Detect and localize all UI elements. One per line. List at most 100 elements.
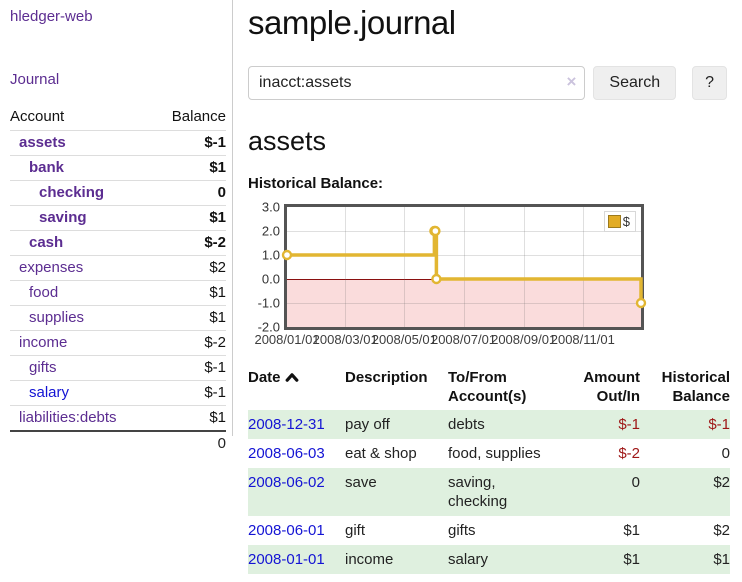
account-row: salary $-1	[10, 380, 226, 406]
account-balance: $1	[153, 405, 226, 432]
gridline	[287, 303, 641, 304]
chart-plot-area: $	[281, 204, 647, 330]
account-link[interactable]: saving	[39, 209, 87, 226]
register-table: Date Description To/From Account(s) Amou…	[248, 366, 730, 574]
transaction-accounts: saving, checking	[448, 474, 508, 510]
accounts-header-balance: Balance	[153, 104, 226, 131]
account-balance: $-1	[153, 355, 226, 381]
y-tick-label: 2.0	[261, 223, 280, 239]
account-link[interactable]: checking	[39, 184, 105, 201]
register-header-row: Date Description To/From Account(s) Amou…	[248, 366, 730, 410]
x-tick-label: 2008/09/01	[491, 332, 557, 347]
y-tick-label: 3.0	[261, 199, 280, 215]
account-link[interactable]: food	[29, 284, 59, 301]
search-button[interactable]: Search	[593, 66, 677, 100]
clear-icon[interactable]: ×	[566, 72, 577, 91]
gridline	[404, 207, 406, 327]
account-balance: $1	[153, 155, 226, 181]
account-link[interactable]: salary	[29, 384, 70, 401]
search-form: × Search ?	[248, 66, 727, 100]
transaction-row: 2008-01-01 income salary $1 $1	[248, 545, 730, 574]
account-row: food $1	[10, 280, 226, 306]
chart-x-axis: 2008/01/01 2008/03/01 2008/05/01 2008/07/01…	[254, 332, 644, 350]
transaction-description: income	[345, 551, 394, 568]
account-link[interactable]: assets	[19, 134, 66, 151]
account-balance: $-2	[153, 330, 226, 356]
transaction-amount: $-2	[618, 445, 640, 462]
transaction-date-link[interactable]: 2008-01-01	[248, 551, 325, 568]
gridline	[582, 207, 584, 327]
transaction-date-link[interactable]: 2008-12-31	[248, 416, 325, 433]
register-header-accounts: To/From Account(s)	[448, 369, 527, 405]
transaction-balance: $1	[713, 551, 730, 568]
transaction-date-link[interactable]: 2008-06-01	[248, 522, 325, 539]
account-balance: $1	[153, 280, 226, 306]
gridline	[523, 207, 525, 327]
transaction-date-link[interactable]: 2008-06-03	[248, 445, 325, 462]
accounts-header-row: Account Balance	[10, 104, 226, 131]
brand-link[interactable]: hledger-web	[10, 8, 93, 25]
register-header-balance: Historical Balance	[661, 369, 730, 405]
account-row: income $-2	[10, 330, 226, 356]
transaction-description: eat & shop	[345, 445, 417, 462]
account-link[interactable]: gifts	[29, 359, 57, 376]
transaction-balance: $2	[713, 474, 730, 491]
y-tick-label: 0.0	[261, 271, 280, 287]
account-row: expenses $2	[10, 255, 226, 281]
chart-legend: $	[603, 211, 636, 232]
account-link[interactable]: liabilities:debts	[19, 409, 117, 426]
gridline	[463, 207, 465, 327]
page-title: sample.journal	[248, 4, 456, 41]
sidebar: hledger-web Journal Account Balance asse…	[0, 0, 233, 456]
register-header-date[interactable]: Date	[248, 366, 345, 410]
sidebar-item-journal[interactable]: Journal	[10, 71, 60, 88]
accounts-table: Account Balance assets $-1 bank $1 checking 0…	[10, 104, 226, 456]
account-link[interactable]: cash	[29, 234, 64, 251]
transaction-row: 2008-06-02 save saving, checking 0 $2	[248, 468, 730, 516]
accounts-total-row: 0	[10, 430, 226, 456]
account-link[interactable]: income	[19, 334, 68, 351]
search-box: ×	[248, 66, 586, 100]
account-row: liabilities:debts $1	[10, 405, 226, 432]
x-tick-label: 2008/01/01	[254, 332, 320, 347]
transaction-accounts: debts	[448, 416, 485, 433]
account-row: checking 0	[10, 180, 226, 206]
legend-swatch-icon	[607, 215, 621, 228]
account-balance: $-2	[153, 230, 226, 256]
transaction-amount: 0	[631, 474, 640, 491]
y-tick-label: -1.0	[257, 295, 280, 311]
transaction-amount: $-1	[618, 416, 640, 433]
account-balance: $1	[153, 205, 226, 231]
transaction-description: save	[345, 474, 377, 491]
transaction-accounts: gifts	[448, 522, 476, 539]
accounts-total-value: 0	[153, 430, 226, 456]
gridline	[287, 231, 641, 232]
sort-ascending-icon	[285, 369, 299, 388]
search-input[interactable]	[248, 66, 586, 100]
data-point-marker	[635, 297, 647, 309]
account-balance: $1	[153, 305, 226, 331]
chart-y-axis: 3.0 2.0 1.0 0.0 -1.0 -2.0	[248, 200, 284, 350]
account-heading: assets	[248, 126, 327, 156]
transaction-balance: 0	[721, 445, 730, 462]
y-tick-label: -2.0	[257, 319, 280, 335]
gridline	[345, 207, 347, 327]
account-balance: $-1	[153, 130, 226, 156]
account-link[interactable]: supplies	[29, 309, 85, 326]
account-row: gifts $-1	[10, 355, 226, 381]
gridline	[287, 255, 641, 256]
transaction-description: gift	[345, 522, 366, 539]
x-tick-label: 2008/03/01	[312, 332, 378, 347]
transaction-balance: $2	[713, 522, 730, 539]
chart-plot-wrap: $ 2008/01/01 2008/03/01 2008/05/01 2008/07/…	[254, 204, 647, 350]
account-row: supplies $1	[10, 305, 226, 331]
accounts-header-account: Account	[10, 104, 154, 131]
account-link[interactable]: expenses	[19, 259, 84, 276]
transaction-balance: $-1	[708, 416, 730, 433]
account-link[interactable]: bank	[29, 159, 65, 176]
help-button[interactable]: ?	[692, 66, 727, 100]
data-point-marker	[431, 273, 442, 285]
x-tick-label: 2008/11/01	[550, 332, 615, 347]
transaction-date-link[interactable]: 2008-06-02	[248, 474, 325, 491]
